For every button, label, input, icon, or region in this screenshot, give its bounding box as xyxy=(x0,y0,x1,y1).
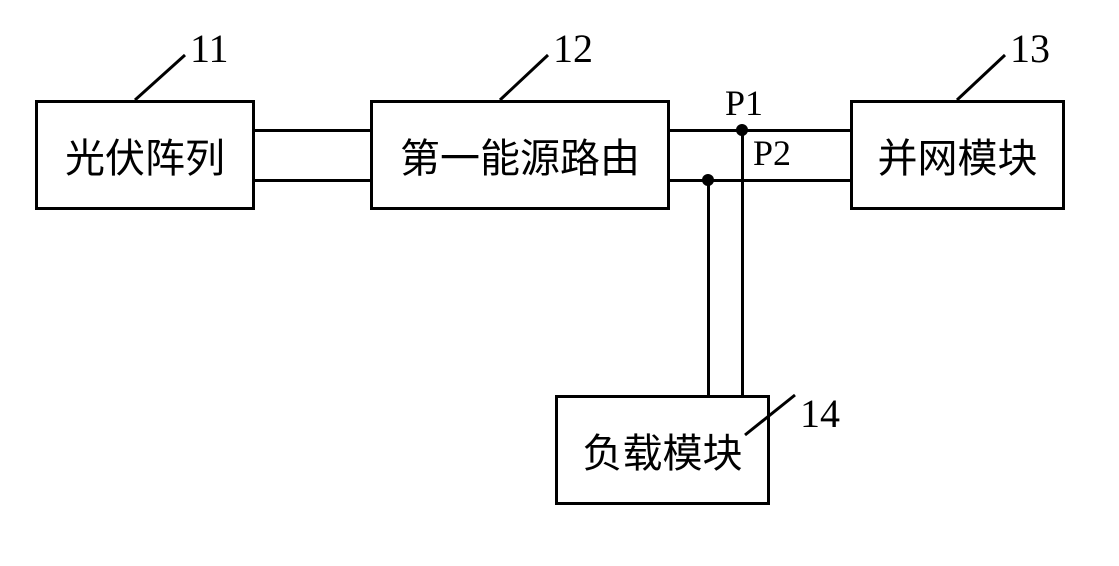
box-router-label: 第一能源路由 xyxy=(400,126,640,184)
ref-label-12: 12 xyxy=(553,25,593,72)
ref-label-13: 13 xyxy=(1010,25,1050,72)
node-p1-dot xyxy=(736,124,748,136)
ref-label-14: 14 xyxy=(800,390,840,437)
conn-pv-router-bot xyxy=(255,179,370,182)
node-p2-dot xyxy=(702,174,714,186)
conn-router-grid-bot xyxy=(670,179,850,182)
box-load-module-label: 负载模块 xyxy=(583,421,743,479)
box-pv-array: 光伏阵列 xyxy=(35,100,255,210)
diagram-canvas: 光伏阵列 第一能源路由 并网模块 负载模块 11 12 13 14 P1 P2 xyxy=(0,0,1119,566)
conn-branch-left xyxy=(707,180,710,395)
box-load-module: 负载模块 xyxy=(555,395,770,505)
conn-branch-right xyxy=(741,130,744,395)
node-p1-label: P1 xyxy=(725,82,763,124)
conn-pv-router-top xyxy=(255,129,370,132)
box-grid-module-label: 并网模块 xyxy=(878,126,1038,184)
box-grid-module: 并网模块 xyxy=(850,100,1065,210)
box-pv-array-label: 光伏阵列 xyxy=(65,126,225,184)
ref-label-11: 11 xyxy=(190,25,229,72)
node-p2-label: P2 xyxy=(753,132,791,174)
box-router: 第一能源路由 xyxy=(370,100,670,210)
